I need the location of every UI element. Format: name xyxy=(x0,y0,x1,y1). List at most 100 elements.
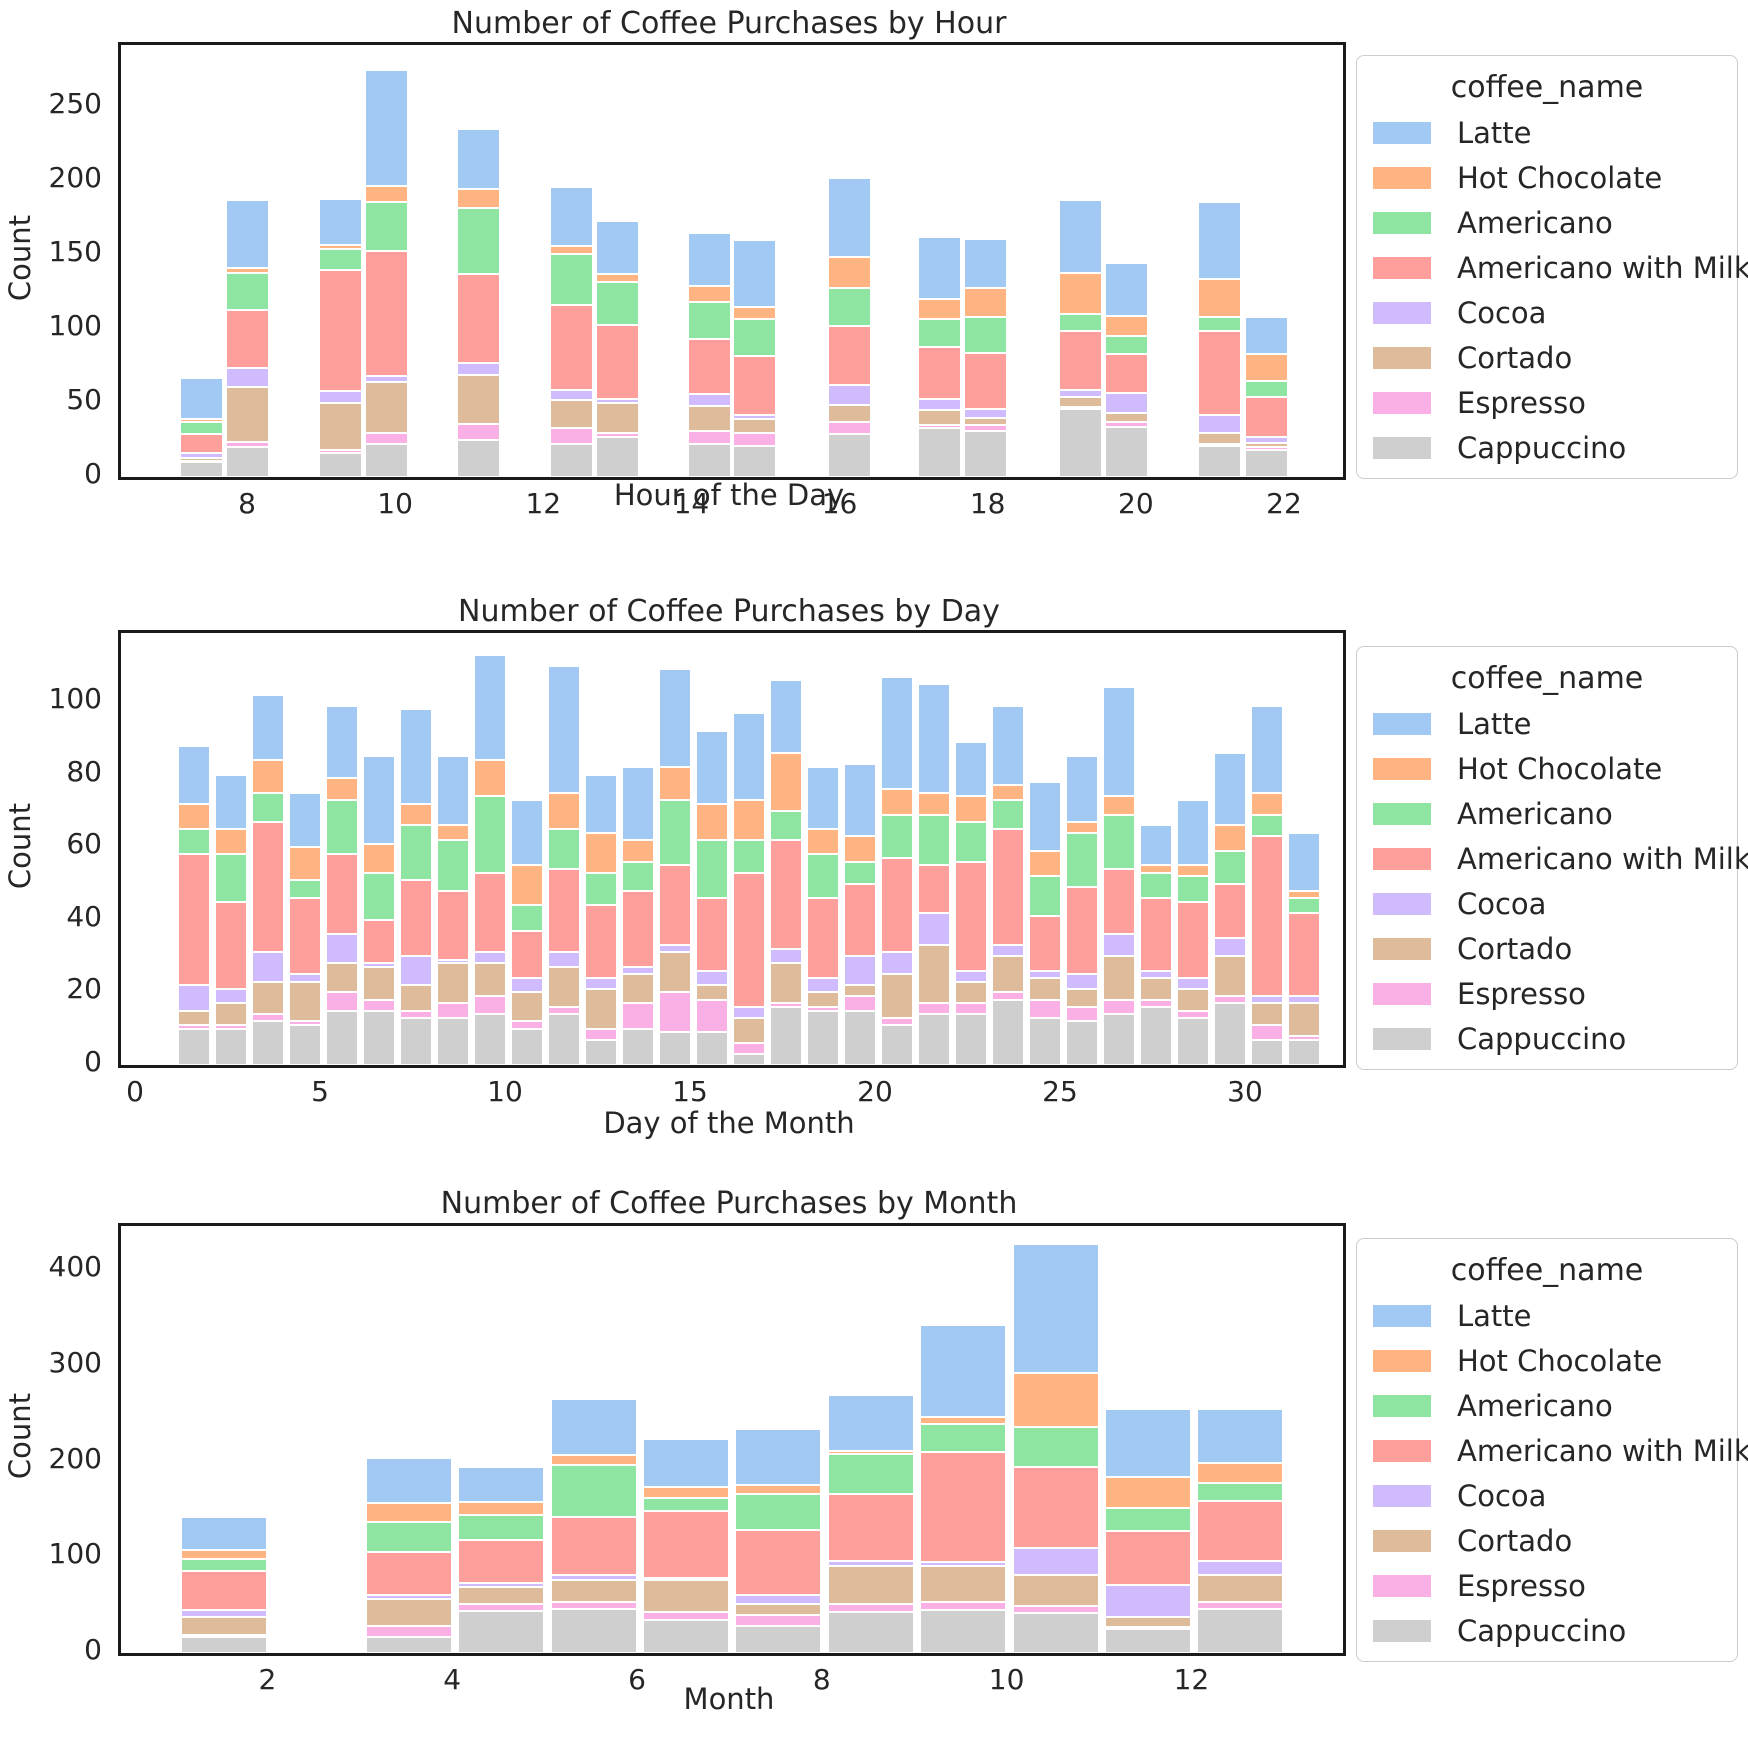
bar-segment xyxy=(991,785,1024,800)
legend-item-label: Latte xyxy=(1457,115,1532,150)
bar-segment xyxy=(806,977,839,993)
bar-segment xyxy=(1104,315,1148,337)
bar-segment xyxy=(769,752,802,811)
bar-segment xyxy=(827,1394,914,1451)
y-tick-label: 100 xyxy=(48,681,102,715)
bar-segment xyxy=(806,1010,839,1065)
bar-segment xyxy=(1197,278,1241,318)
bar-segment xyxy=(735,1604,822,1615)
bar-segment xyxy=(365,1626,452,1637)
bar-segment xyxy=(1176,865,1209,877)
legend-swatch-americano-with-milk xyxy=(1373,256,1431,279)
bar-segment xyxy=(806,992,839,1007)
bar-segment xyxy=(225,447,269,477)
bar-segment xyxy=(954,861,987,971)
bar-segment xyxy=(643,1487,729,1498)
legend-item-label: Americano with Milk xyxy=(1457,841,1748,876)
bar-segment xyxy=(214,988,247,1004)
bar-segment xyxy=(399,825,432,880)
bar-segment xyxy=(547,952,580,967)
bar-segment xyxy=(917,428,961,477)
bar-segment xyxy=(880,814,913,859)
bar-segment xyxy=(1250,814,1283,837)
y-tick-label: 100 xyxy=(48,1537,102,1571)
bar-segment xyxy=(1105,1531,1191,1586)
bar-segment xyxy=(1058,330,1102,390)
bar-segment xyxy=(473,760,506,797)
bar-segment xyxy=(251,760,284,793)
bar-segment xyxy=(458,1583,545,1587)
bar-segment xyxy=(1104,336,1148,355)
bar-segment xyxy=(584,988,617,1029)
bar-segment xyxy=(920,1324,1007,1417)
bar-segment xyxy=(181,1609,267,1617)
legend-item-label: Espresso xyxy=(1457,385,1586,420)
bar-segment xyxy=(1197,1575,1284,1603)
bar-segment xyxy=(963,417,1007,426)
bar-segment xyxy=(547,1014,580,1065)
bar-segment xyxy=(732,445,776,477)
bar-segment xyxy=(1244,450,1288,477)
legend-swatch-hot-chocolate xyxy=(1373,1349,1431,1372)
bar-segment xyxy=(769,839,802,949)
bar-segment xyxy=(436,963,469,1004)
bar-segment xyxy=(917,945,950,1004)
bar-segment xyxy=(643,1578,729,1581)
bar-segment xyxy=(732,432,776,446)
bar-segment xyxy=(769,1003,802,1007)
x-tick-label: 10 xyxy=(487,1075,523,1108)
x-tick-label: 10 xyxy=(377,487,413,520)
bar-segment xyxy=(1105,1408,1191,1477)
bar-segment xyxy=(963,408,1007,418)
bar-segment xyxy=(214,901,247,989)
bar-segment xyxy=(1012,1467,1099,1548)
legend-item: Americano xyxy=(1357,1383,1737,1428)
bar-segment xyxy=(1104,413,1148,423)
legend-items: Latte Hot Chocolate Americano Americano wit… xyxy=(1357,110,1748,470)
legend-item-label: Cappuccino xyxy=(1457,1613,1627,1648)
bar-segment xyxy=(473,1014,506,1065)
bar-segment xyxy=(827,434,871,477)
y-tick-label: 250 xyxy=(48,87,102,121)
bar-segment xyxy=(917,912,950,946)
bar-segment xyxy=(1197,330,1241,415)
x-tick-label: 12 xyxy=(525,487,562,520)
legend-item-label: Hot Chocolate xyxy=(1457,160,1663,195)
bar-segment xyxy=(1028,970,1061,978)
bar-segment xyxy=(920,1562,1007,1566)
bar-segment xyxy=(1012,1427,1099,1468)
y-tick-label: 80 xyxy=(66,754,102,788)
bar-segment xyxy=(181,1636,267,1653)
bar-segment xyxy=(1176,1010,1209,1018)
legend-item: Cortado xyxy=(1357,1518,1737,1563)
x-tick-label: 8 xyxy=(812,1663,831,1696)
bar-segment xyxy=(364,432,408,445)
bar-segment xyxy=(1065,887,1098,975)
bar-segment xyxy=(1105,1508,1191,1532)
bar-segment xyxy=(177,803,210,830)
bar-segment xyxy=(1287,1003,1320,1036)
bar-segment xyxy=(732,240,776,307)
bar-segment xyxy=(1104,426,1148,477)
bar-segment xyxy=(595,398,639,404)
bar-segment xyxy=(806,767,839,830)
legend-item: Latte xyxy=(1357,1293,1737,1338)
bar-segment xyxy=(214,774,247,830)
bar-segment xyxy=(473,654,506,761)
bar-segment xyxy=(643,1619,729,1653)
chart-hour-title: Number of Coffee Purchases by Hour xyxy=(451,6,1007,41)
bar-segment xyxy=(880,952,913,975)
legend-item-label: Americano xyxy=(1457,796,1613,831)
bar-segment xyxy=(364,376,408,383)
bar-segment xyxy=(1102,934,1135,957)
x-tick-label: 16 xyxy=(821,487,858,520)
bar-segment xyxy=(1244,397,1288,438)
bar-segment xyxy=(547,829,580,869)
bar-segment xyxy=(318,198,362,245)
bar-segment xyxy=(458,1586,545,1605)
legend-item: Cocoa xyxy=(1357,1473,1737,1518)
bar-segment xyxy=(177,1025,210,1029)
bar-segment xyxy=(643,1438,729,1488)
bar-segment xyxy=(288,1025,321,1065)
